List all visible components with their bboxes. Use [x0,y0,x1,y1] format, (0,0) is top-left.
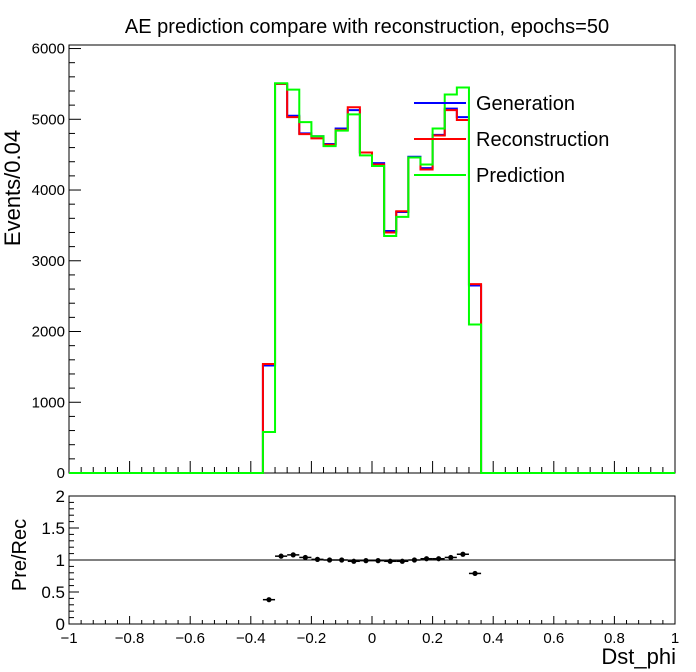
legend: Generation Reconstruction Prediction [414,93,609,187]
ratio-point [423,556,430,562]
main-y-tick-label: 6000 [32,41,65,58]
main-y-axis-label: Events/0.04 [0,130,25,246]
ratio-y-tick-label: 1.5 [41,519,65,538]
ratio-point [266,597,272,603]
ratio-x-axis: −1 −0.8 −0.6 −0.4 −0.2 0 0.2 0.4 0.6 0.8 1 [60,616,679,647]
chart-title: AE prediction compare with reconstructio… [125,16,609,38]
main-y-tick-label: 1000 [32,394,65,411]
ratio-y-axis-label: Pre/Rec [9,519,31,591]
x-tick-label: −0.2 [297,630,327,647]
ratio-point [302,554,308,561]
x-tick-label: 1 [671,630,679,647]
ratio-point [326,557,333,563]
main-y-tick-label: 3000 [32,253,65,270]
ratio-point [399,558,405,564]
x-tick-label: −0.6 [175,630,205,647]
x-tick-label: −0.8 [115,630,145,647]
x-tick-label: 0.2 [422,630,443,647]
ratio-point [460,551,466,557]
ratio-y-tick-label: 0.5 [41,583,65,602]
ratio-point [278,553,284,559]
main-y-axis: 0 1000 2000 3000 4000 5000 6000 [32,41,81,482]
ratio-y-tick-label: 2 [56,487,65,506]
ratio-point [290,552,296,558]
ratio-point [375,558,381,564]
series-prediction-line [69,82,675,474]
x-tick-label: 0.4 [483,630,504,647]
x-tick-label: 0 [368,630,376,647]
main-y-tick-label: 0 [57,465,65,482]
x-tick-label: 0.8 [604,630,625,647]
x-tick-label: −1 [60,630,77,647]
ratio-y-tick-label: 0 [56,615,65,634]
x-tick-label: 0.6 [543,630,564,647]
ratio-point [387,558,393,564]
ratio-point [314,556,321,562]
ratio-y-tick-label: 1 [56,551,65,570]
ratio-point [411,557,418,563]
main-y-tick-label: 4000 [32,182,65,199]
histogram-series [69,82,675,474]
ratio-point [351,558,357,564]
legend-entry-prediction: Prediction [476,165,565,187]
ratio-point [363,558,369,564]
legend-entry-reconstruction: Reconstruction [476,129,609,151]
x-axis-label: Dst_phi [601,644,676,669]
ratio-point [472,570,478,577]
ratio-point [448,554,454,561]
ratio-points [262,551,482,603]
main-y-tick-label: 2000 [32,324,65,341]
main-histogram-panel: 0 1000 2000 3000 4000 5000 6000 Events/0.04 Ge… [0,41,676,482]
legend-entry-generation: Generation [476,93,575,115]
ratio-y-axis: 0 0.5 1 1.5 2 [41,487,79,634]
ratio-panel: 0 0.5 1 1.5 2 −1 −0.8 −0.6 −0.4 −0.2 0 0.2 0.4 0.6 0.… [9,487,679,669]
x-tick-label: −0.4 [236,630,266,647]
ratio-point [339,557,345,563]
main-y-tick-label: 5000 [32,111,65,128]
ratio-point [436,556,442,562]
